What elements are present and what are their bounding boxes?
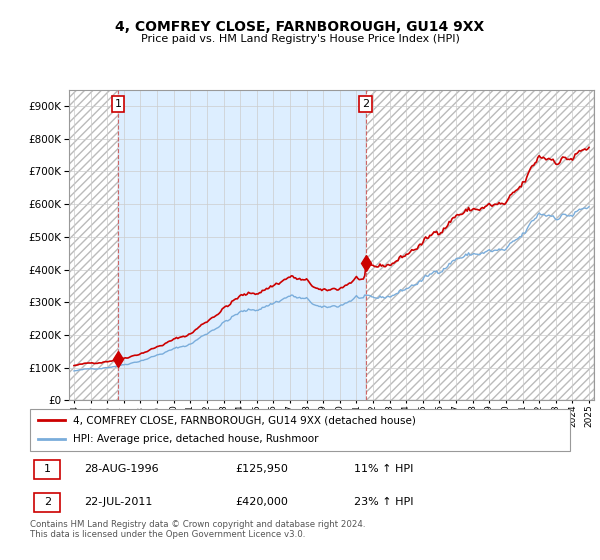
Bar [118, 90, 365, 400]
FancyBboxPatch shape [34, 460, 60, 479]
FancyBboxPatch shape [34, 493, 60, 512]
Text: 28-AUG-1996: 28-AUG-1996 [84, 464, 158, 474]
Text: HPI: Average price, detached house, Rushmoor: HPI: Average price, detached house, Rush… [73, 435, 319, 445]
FancyBboxPatch shape [30, 409, 570, 451]
Text: 11% ↑ HPI: 11% ↑ HPI [354, 464, 413, 474]
Text: 1: 1 [44, 464, 51, 474]
Text: 1: 1 [115, 99, 122, 109]
Text: Price paid vs. HM Land Registry's House Price Index (HPI): Price paid vs. HM Land Registry's House … [140, 34, 460, 44]
Text: 2: 2 [362, 99, 369, 109]
Text: £420,000: £420,000 [235, 497, 288, 507]
Text: 4, COMFREY CLOSE, FARNBOROUGH, GU14 9XX (detached house): 4, COMFREY CLOSE, FARNBOROUGH, GU14 9XX … [73, 415, 416, 425]
Text: Contains HM Land Registry data © Crown copyright and database right 2024.
This d: Contains HM Land Registry data © Crown c… [30, 520, 365, 539]
Text: £125,950: £125,950 [235, 464, 288, 474]
Text: 23% ↑ HPI: 23% ↑ HPI [354, 497, 413, 507]
Text: 2: 2 [44, 497, 51, 507]
Text: 4, COMFREY CLOSE, FARNBOROUGH, GU14 9XX: 4, COMFREY CLOSE, FARNBOROUGH, GU14 9XX [115, 20, 485, 34]
Text: 22-JUL-2011: 22-JUL-2011 [84, 497, 152, 507]
